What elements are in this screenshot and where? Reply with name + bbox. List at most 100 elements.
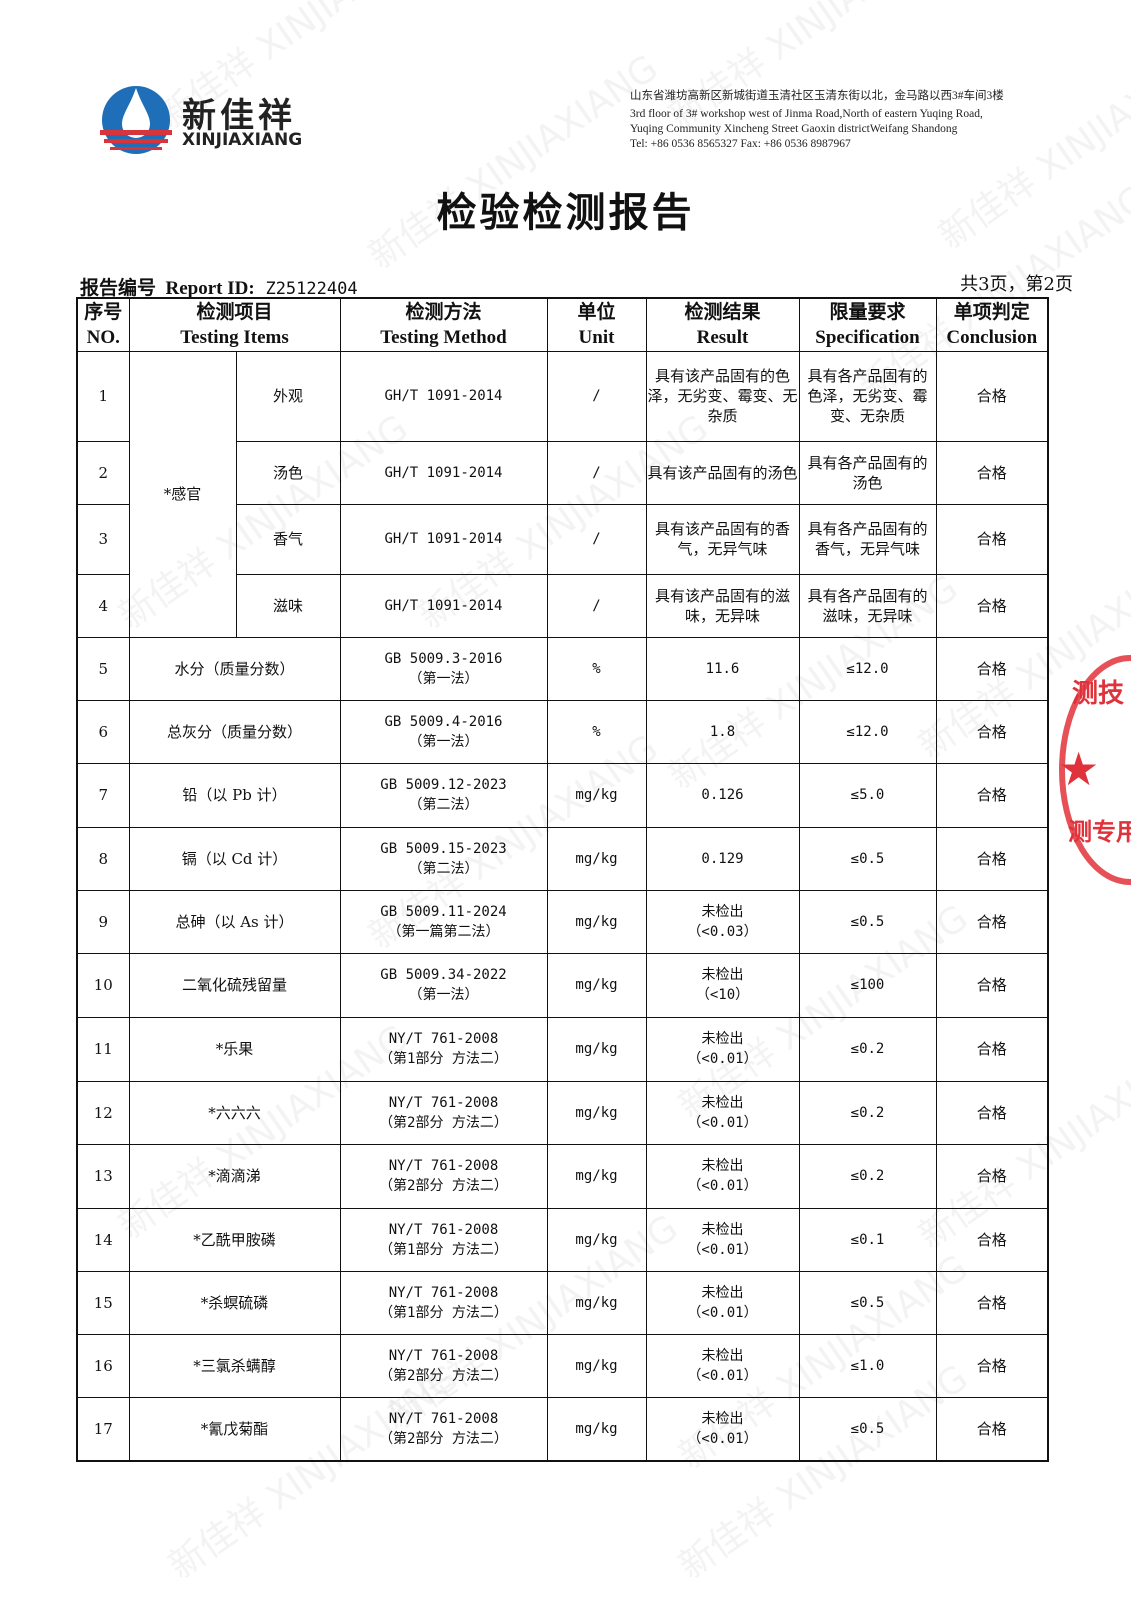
result-limit: （<0.01） [687, 1367, 758, 1384]
result: 未检出 （<0.01） [645, 1016, 800, 1082]
method-code: NY/T 761-2008 [388, 1284, 499, 1301]
testing-item: *杀螟硫磷 [128, 1270, 341, 1335]
testing-method: NY/T 761-2008 （第2部分 方法二） [339, 1396, 548, 1462]
report-id-label-en: Report ID: [165, 278, 255, 299]
testing-item: *滴滴涕 [128, 1143, 341, 1209]
row-number: 12 [76, 1080, 130, 1145]
row-number: 3 [76, 503, 130, 575]
page-number: 共3页，第2页 [960, 274, 1073, 295]
column-header-en: NO. [86, 326, 120, 348]
method-code: GB 5009.15-2023 [380, 840, 507, 857]
testing-item: 二氧化硫残留量 [128, 952, 341, 1018]
testing-method: GH/T 1091-2014 [339, 573, 548, 638]
specification: ≤0.2 [798, 1143, 937, 1209]
row-number: 4 [76, 573, 130, 638]
official-seal: 测技 ★ 测专用 [1058, 655, 1131, 885]
column-header-en: Testing Method [380, 326, 507, 348]
method-code: NY/T 761-2008 [388, 1094, 499, 1111]
unit: mg/kg [546, 1396, 647, 1462]
report-id: 报告编号 Report ID: Z25122404 [80, 273, 358, 300]
result-value: 未检出 [701, 1410, 744, 1427]
specification: ≤0.5 [798, 1396, 937, 1462]
result-limit: （<10） [695, 987, 750, 1003]
specification: ≤0.1 [798, 1207, 937, 1272]
testing-item: 汤色 [235, 440, 341, 505]
testing-item: 总灰分（质量分数） [128, 699, 341, 764]
testing-method: GB 5009.4-2016 （第一法） [339, 699, 548, 764]
conclusion: 合格 [935, 762, 1049, 828]
row-number: 8 [76, 826, 130, 891]
row-number: 7 [76, 762, 130, 828]
specification: 具有各产品固有的汤色 [798, 440, 937, 505]
result: 11.6 [645, 636, 800, 701]
result-value: 0.126 [701, 787, 744, 803]
unit: mg/kg [546, 1080, 647, 1145]
conclusion: 合格 [935, 1333, 1049, 1398]
column-header-cn: 序号 [84, 301, 123, 323]
method-code: GB 5009.34-2022 [380, 967, 507, 983]
result: 未检出 （<0.01） [645, 1333, 800, 1398]
method-code: GH/T 1091-2014 [384, 531, 503, 547]
result-limit: （<0.01） [687, 1430, 758, 1447]
result-value: 未检出 [701, 1347, 744, 1364]
conclusion: 合格 [935, 826, 1049, 891]
result: 未检出 （<0.01） [645, 1270, 800, 1335]
result: 具有该产品固有的香气，无异气味 [645, 503, 800, 575]
method-part: （第一法） [408, 987, 479, 1003]
table-row: 14 *乙酰甲胺磷 NY/T 761-2008 （第1部分 方法二） mg/kg 未检出 （… [76, 1207, 1049, 1272]
logo-drop-icon [100, 86, 172, 154]
testing-method: NY/T 761-2008 （第1部分 方法二） [339, 1270, 548, 1335]
specification: ≤0.2 [798, 1080, 937, 1145]
item-group: *感官 [128, 350, 237, 638]
result-limit: （<0.01） [687, 1178, 758, 1194]
testing-method: GB 5009.15-2023 （第二法） [339, 826, 548, 891]
testing-method: NY/T 761-2008 （第2部分 方法二） [339, 1333, 548, 1398]
method-code: GH/T 1091-2014 [384, 464, 503, 481]
result: 未检出 （<0.01） [645, 1080, 800, 1145]
column-header-cn: 检测方法 [405, 301, 482, 323]
result: 具有该产品固有的汤色 [645, 440, 800, 505]
result: 未检出 （<0.03） [645, 889, 800, 954]
conclusion: 合格 [935, 636, 1049, 701]
svg-text:测技: 测技 [1072, 679, 1124, 709]
unit: / [546, 573, 647, 638]
column-header-en: Testing Items [180, 326, 289, 348]
table-row: 2 汤色 GH/T 1091-2014 /具有该产品固有的汤色 具有各产品固有的汤色 合格 [76, 440, 1049, 505]
testing-item: *三氯杀螨醇 [128, 1333, 341, 1398]
table-row: 13 *滴滴涕 NY/T 761-2008 （第2部分 方法二） mg/kg 未检出 （<0… [76, 1143, 1049, 1209]
table-row: 11 *乐果 NY/T 761-2008 （第1部分 方法二） mg/kg 未检出 （<0.… [76, 1016, 1049, 1082]
testing-method: GB 5009.11-2024 （第一篇第二法） [339, 889, 548, 954]
conclusion: 合格 [935, 440, 1049, 505]
testing-method: GH/T 1091-2014 [339, 503, 548, 575]
method-code: GB 5009.12-2023 [380, 777, 507, 793]
result: 未检出 （<0.01） [645, 1143, 800, 1209]
logo-en: XINJIAXIANG [182, 130, 303, 150]
method-part: （第2部分 方法二） [379, 1114, 508, 1131]
logo-cn: 新佳祥 [182, 96, 296, 136]
table-row: 3 香气 GH/T 1091-2014 /具有该产品固有的香气，无异气味 具有各产品固有… [76, 503, 1049, 575]
column-header: 单位 Unit [546, 297, 647, 352]
specification: ≤12.0 [798, 699, 937, 764]
method-code: NY/T 761-2008 [388, 1221, 499, 1238]
row-number: 14 [76, 1207, 130, 1272]
unit: mg/kg [546, 1143, 647, 1209]
testing-item: *氰戊菊酯 [128, 1396, 341, 1462]
specification: ≤0.5 [798, 1270, 937, 1335]
method-part: （第1部分 方法二） [379, 1241, 508, 1258]
unit: mg/kg [546, 889, 647, 954]
testing-item: 滋味 [235, 573, 341, 638]
testing-item: 外观 [235, 350, 341, 442]
column-header: 检测方法 Testing Method [339, 297, 548, 352]
method-code: GH/T 1091-2014 [384, 388, 503, 404]
conclusion: 合格 [935, 1396, 1049, 1462]
column-header: 序号 NO. [76, 297, 130, 352]
unit: % [546, 699, 647, 764]
method-code: NY/T 761-2008 [388, 1347, 499, 1364]
method-part: （第二法） [408, 797, 479, 813]
result: 具有该产品固有的滋味，无异味 [645, 573, 800, 638]
specification: ≤0.5 [798, 826, 937, 891]
result-limit: （<0.01） [687, 1241, 758, 1258]
unit: mg/kg [546, 952, 647, 1018]
testing-item: 镉（以 Cd 计） [128, 826, 341, 891]
result: 0.126 [645, 762, 800, 828]
